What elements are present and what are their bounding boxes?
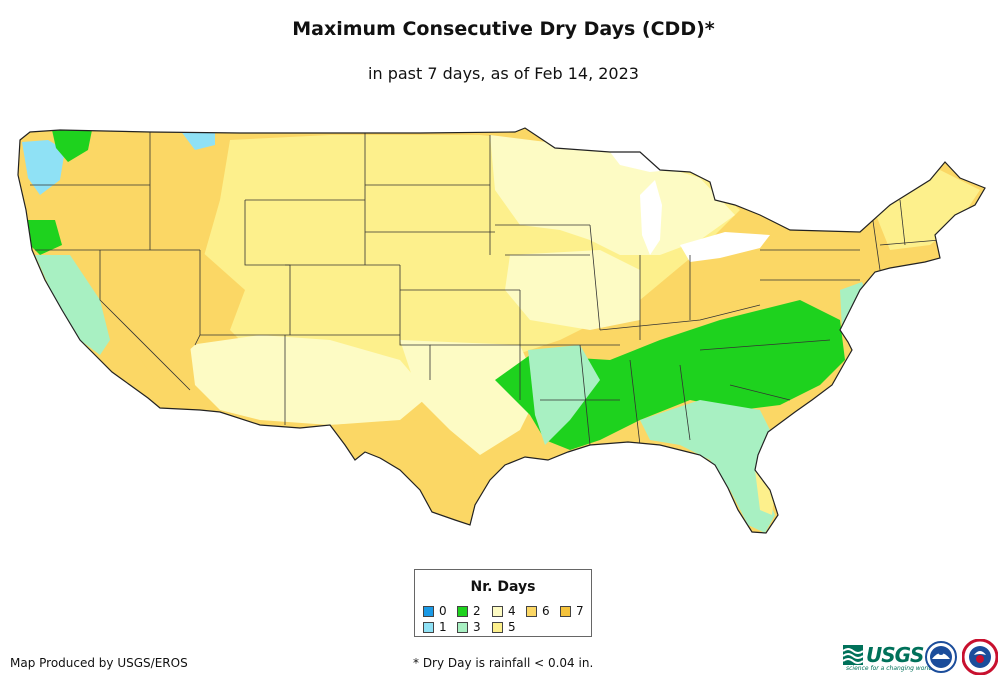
legend-label-0: 0 <box>439 604 447 618</box>
legend-label-7: 7 <box>576 604 584 618</box>
legend-swatch-1 <box>423 621 434 633</box>
legend-label-2: 2 <box>473 604 481 618</box>
nws-logo-icon <box>962 639 998 675</box>
legend-item-6: 6 <box>526 604 550 618</box>
legend-swatch-6 <box>526 605 537 617</box>
map-legend: Nr. Days 0 1 2 3 4 5 6 7 <box>414 569 592 637</box>
legend-swatch-3 <box>457 621 468 633</box>
legend-swatch-0 <box>423 605 434 617</box>
legend-item-5: 5 <box>492 620 516 634</box>
legend-label-4: 4 <box>508 604 516 618</box>
state-borders <box>30 132 941 446</box>
legend-item-1: 1 <box>423 620 447 634</box>
legend-swatch-5 <box>492 621 503 633</box>
legend-label-5: 5 <box>508 620 516 634</box>
dry-day-note: * Dry Day is rainfall < 0.04 in. <box>413 656 594 670</box>
legend-title: Nr. Days <box>470 579 536 595</box>
legend-item-2: 2 <box>457 604 481 618</box>
legend-label-6: 6 <box>542 604 550 618</box>
legend-label-3: 3 <box>473 620 481 634</box>
usgs-wave-icon <box>843 645 863 665</box>
map-subtitle: in past 7 days, as of Feb 14, 2023 <box>368 64 639 83</box>
legend-item-0: 0 <box>423 604 447 618</box>
legend-swatch-7 <box>560 605 571 617</box>
map-credit: Map Produced by USGS/EROS <box>10 656 188 670</box>
legend-swatch-2 <box>457 605 468 617</box>
legend-item-3: 3 <box>457 620 481 634</box>
noaa-logo-icon <box>925 641 957 673</box>
usgs-logo-text: USGS <box>866 643 924 667</box>
usgs-logo: USGS <box>843 643 924 667</box>
legend-swatch-4 <box>492 605 503 617</box>
legend-item-4: 4 <box>492 604 516 618</box>
cdd-fill-layer <box>18 128 985 533</box>
map-title: Maximum Consecutive Dry Days (CDD)* <box>292 18 715 40</box>
legend-label-1: 1 <box>439 620 447 634</box>
usgs-tagline: science for a changing world <box>846 665 933 672</box>
legend-item-7: 7 <box>560 604 584 618</box>
